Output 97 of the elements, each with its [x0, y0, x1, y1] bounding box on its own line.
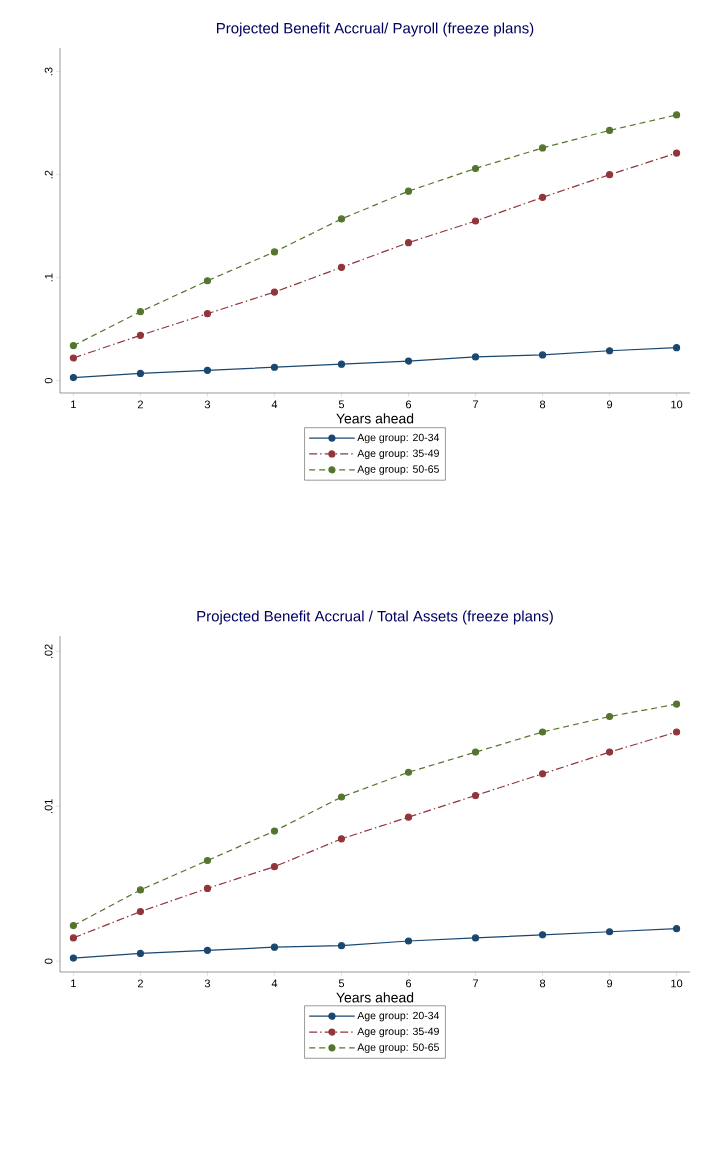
- point: [270, 943, 279, 951]
- point: [471, 217, 480, 225]
- point: [672, 149, 681, 157]
- point: [270, 863, 279, 871]
- x-tick-label: 8: [539, 979, 546, 988]
- point: [203, 884, 212, 892]
- x-tick-label: 6: [406, 400, 412, 409]
- x-tick-label: 2: [137, 979, 143, 988]
- x-tick-label: 5: [338, 400, 345, 409]
- point: [404, 813, 413, 821]
- point: [404, 937, 413, 945]
- x-tick-label: 1: [71, 400, 76, 409]
- point: [203, 310, 212, 318]
- point: [404, 357, 413, 365]
- legend-label: Age group: 35-49: [357, 449, 439, 460]
- point: [337, 942, 346, 950]
- point: [270, 363, 279, 371]
- point: [471, 934, 480, 942]
- x-tick-label: 4: [271, 400, 278, 409]
- legend-label: Age group: 50-65: [357, 465, 439, 475]
- point: [270, 248, 279, 256]
- point: [69, 954, 77, 962]
- point: [672, 111, 681, 119]
- legend-label: Age group: 20-34: [357, 433, 440, 444]
- y-tick-label: .02: [44, 644, 53, 659]
- chart-title: Projected Benefit Accrual / Total Assets (freeze plans): [197, 610, 553, 625]
- point: [337, 360, 346, 368]
- legend-label: Age group: 20-34: [357, 1011, 440, 1022]
- point: [672, 925, 681, 933]
- point: [69, 373, 77, 382]
- point: [337, 793, 346, 801]
- x-tick-label: 9: [607, 400, 613, 409]
- legend-label: Age group: 50-65: [357, 1043, 439, 1053]
- point: [538, 144, 547, 152]
- point: [270, 288, 279, 296]
- point: [605, 712, 614, 721]
- point: [538, 770, 547, 778]
- point: [605, 748, 614, 756]
- point: [136, 308, 145, 316]
- point: [404, 187, 413, 195]
- point: [136, 886, 145, 894]
- y-tick-label: .01: [44, 799, 53, 813]
- x-tick-label: 9: [607, 979, 613, 988]
- x-tick-label: 10: [671, 400, 683, 409]
- point: [404, 768, 413, 776]
- point: [203, 366, 212, 374]
- point: [471, 353, 480, 361]
- point: [471, 164, 480, 173]
- point: [605, 347, 614, 355]
- y-tick-label: .3: [44, 67, 53, 76]
- y-tick-label: 0: [44, 378, 53, 384]
- point: [136, 331, 145, 339]
- point: [605, 171, 614, 179]
- point: [605, 928, 614, 936]
- legend-label: Age group: 35-49: [357, 1027, 439, 1038]
- x-tick-label: 1: [71, 979, 76, 988]
- y-tick-label: .1: [44, 273, 53, 282]
- point: [672, 344, 681, 352]
- point: [337, 215, 346, 223]
- chart-title: Projected Benefit Accrual/ Payroll (freeze plans): [216, 22, 534, 37]
- point: [69, 354, 77, 362]
- point: [672, 728, 681, 736]
- x-axis-title: Years ahead: [336, 992, 414, 1003]
- x-tick-label: 2: [137, 400, 143, 409]
- point: [337, 263, 346, 271]
- x-axis-title: Years ahead: [336, 413, 414, 424]
- x-tick-label: 3: [204, 400, 211, 409]
- point: [203, 277, 212, 285]
- point: [538, 193, 547, 201]
- point: [538, 728, 547, 736]
- point: [270, 827, 279, 835]
- point: [136, 369, 145, 378]
- y-tick-label: 0: [44, 958, 53, 964]
- x-tick-label: 8: [539, 400, 546, 409]
- point: [605, 126, 614, 134]
- point: [337, 835, 346, 843]
- point: [471, 748, 480, 756]
- x-tick-label: 7: [473, 979, 479, 988]
- point: [404, 239, 413, 247]
- point: [69, 934, 77, 942]
- x-tick-label: 6: [406, 979, 412, 988]
- point: [538, 931, 547, 939]
- point: [203, 856, 212, 865]
- point: [672, 700, 681, 708]
- x-tick-label: 10: [671, 979, 683, 988]
- x-tick-label: 3: [204, 979, 211, 988]
- x-tick-label: 7: [473, 400, 479, 409]
- point: [69, 342, 77, 350]
- y-tick-label: .2: [44, 170, 53, 179]
- point: [69, 921, 77, 930]
- x-tick-label: 5: [338, 979, 345, 988]
- point: [538, 351, 547, 359]
- point: [471, 791, 480, 800]
- point: [136, 949, 145, 958]
- point: [136, 908, 145, 916]
- point: [203, 946, 212, 954]
- x-tick-label: 4: [271, 979, 278, 988]
